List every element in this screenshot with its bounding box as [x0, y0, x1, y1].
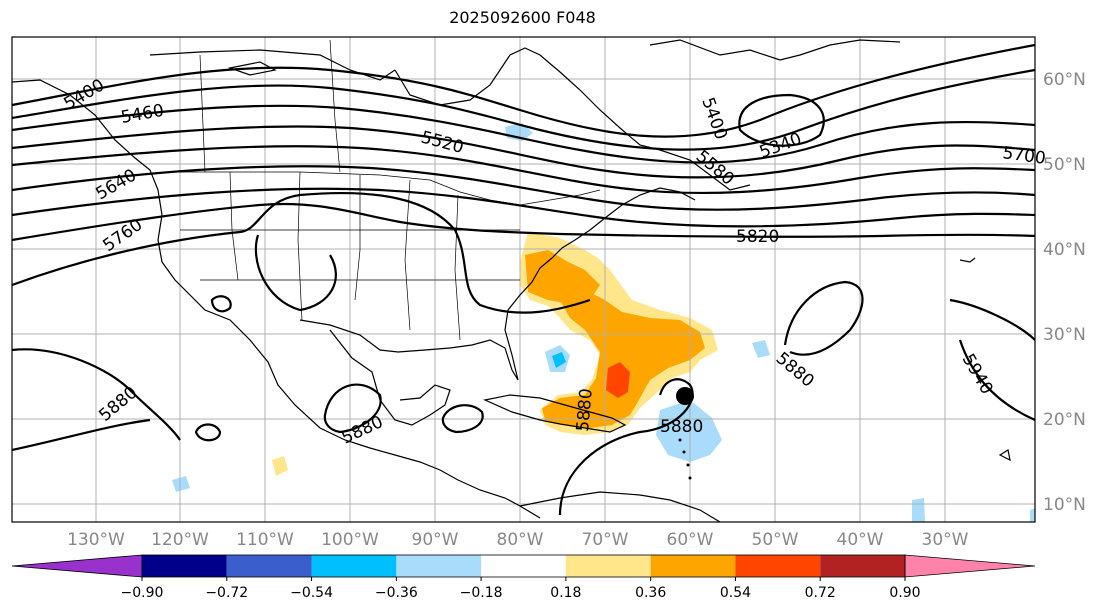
- colorbar: −0.90 −0.72 −0.54 −0.36 −0.18 0.18 0.36 0.54 0.7…: [11, 554, 1036, 601]
- lon-label: 70°W: [582, 530, 629, 550]
- negative-anomaly-5: [172, 476, 190, 492]
- storm-center-marker: [676, 387, 694, 405]
- colorbar-tick-label: 0.72: [805, 585, 836, 601]
- colorbar-extend-high: [904, 554, 1036, 578]
- colorbar-segment: [650, 555, 736, 577]
- contour-label: 5880: [573, 388, 597, 433]
- colorbar-segment: [311, 555, 397, 577]
- map-title: 2025092600 F048: [449, 8, 596, 27]
- latitude-labels: 60°N 50°N 40°N 30°N 20°N 10°N: [1043, 70, 1086, 515]
- lon-label: 30°W: [922, 530, 969, 550]
- lon-label: 100°W: [321, 530, 379, 550]
- colorbar-tick-label: 0.54: [720, 585, 751, 601]
- height-contours: [12, 43, 1035, 516]
- contour-label: 5820: [736, 227, 779, 247]
- lon-label: 80°W: [497, 530, 544, 550]
- lon-label: 110°W: [236, 530, 294, 550]
- colorbar-segment: [820, 555, 905, 577]
- lat-label: 30°N: [1043, 325, 1086, 345]
- negative-anomaly-6: [912, 498, 925, 522]
- colorbar-segment: [226, 555, 312, 577]
- graticule: [12, 37, 1035, 522]
- colorbar-segment: [396, 555, 482, 577]
- lon-label: 130°W: [67, 530, 125, 550]
- colorbar-tick-label: −0.54: [290, 585, 333, 601]
- lon-label: 40°W: [837, 530, 884, 550]
- lat-label: 50°N: [1043, 155, 1086, 175]
- lat-label: 20°N: [1043, 410, 1086, 430]
- colorbar-frame: [141, 554, 906, 578]
- longitude-labels: 130°W 120°W 110°W 100°W 90°W 80°W 70°W 6…: [67, 530, 969, 550]
- colorbar-tick-label: −0.72: [205, 585, 248, 601]
- colorbar-segment: [565, 555, 651, 577]
- lon-label: 60°W: [667, 530, 714, 550]
- lat-label: 40°N: [1043, 240, 1086, 260]
- colorbar-tick-label: −0.18: [460, 585, 503, 601]
- colorbar-tick-label: 0.36: [635, 585, 666, 601]
- map-frame: [11, 36, 1036, 523]
- negative-anomaly-7: [1030, 508, 1035, 522]
- positive-anomaly-strong: [606, 362, 630, 398]
- positive-anomaly-mid: [525, 250, 600, 304]
- lon-label: 120°W: [151, 530, 209, 550]
- negative-anomaly-1: [656, 400, 722, 462]
- contour-label: 5880: [660, 417, 703, 437]
- negative-anomaly-4: [752, 340, 770, 358]
- negative-anomaly-2-core: [552, 352, 566, 368]
- coastlines: [12, 39, 1011, 522]
- colorbar-segment: [142, 555, 227, 577]
- colorbar-tick-label: −0.36: [375, 585, 418, 601]
- positive-anomaly-small: [272, 456, 288, 476]
- colorbar-tick-label: −0.90: [121, 585, 164, 601]
- colorbar-tick-label: 0.90: [889, 585, 920, 601]
- colorbar-segment: [735, 555, 821, 577]
- lat-label: 10°N: [1043, 495, 1086, 515]
- lat-label: 60°N: [1043, 70, 1086, 90]
- lon-label: 90°W: [412, 530, 459, 550]
- colorbar-tick-label: 0.18: [550, 585, 581, 601]
- lon-label: 50°W: [752, 530, 799, 550]
- colorbar-extend-low: [11, 554, 143, 578]
- colorbar-segment: [481, 555, 566, 577]
- positive-anomaly-mid-2: [542, 290, 705, 428]
